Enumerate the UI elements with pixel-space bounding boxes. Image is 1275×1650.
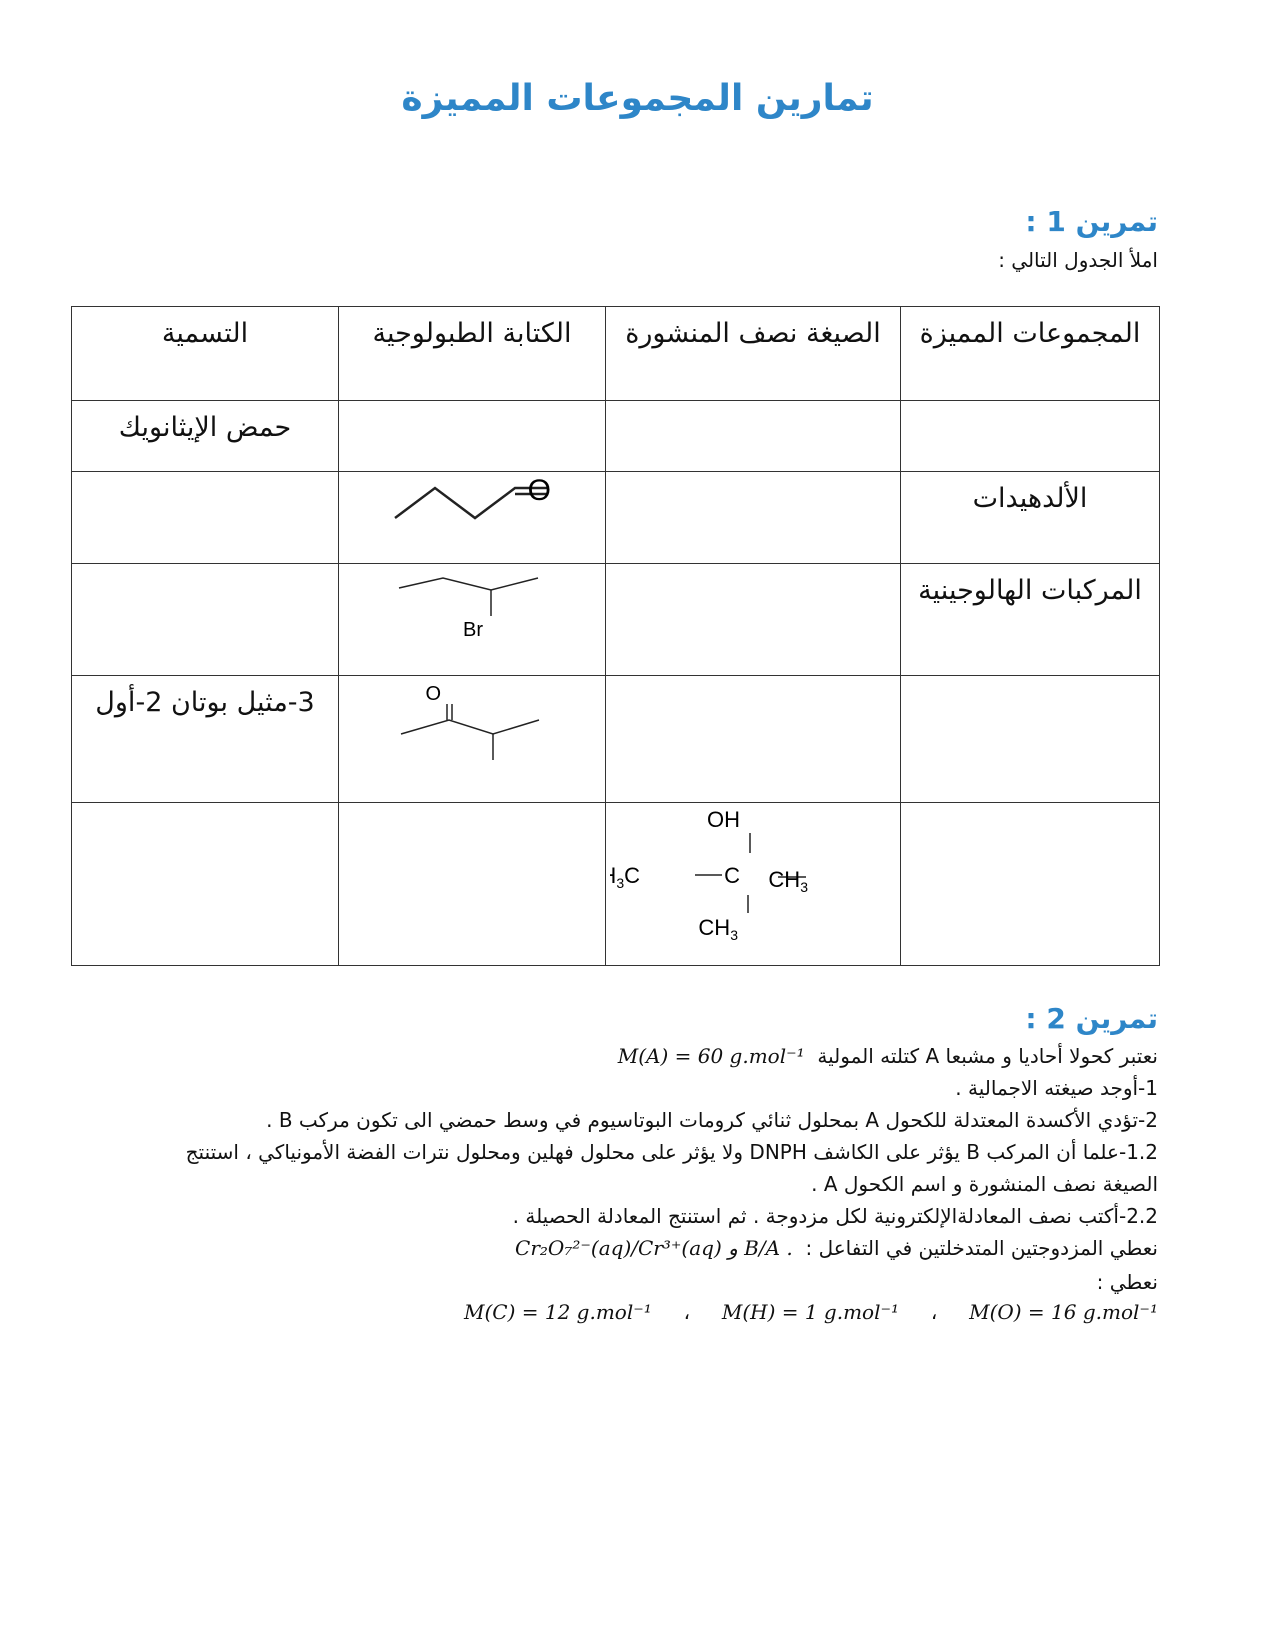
carbon-atom: C <box>724 863 740 888</box>
header-name: التسمية <box>71 306 339 401</box>
cell-topology: Br <box>338 563 606 676</box>
cell-group[interactable] <box>900 400 1160 472</box>
exercise-2-line-1: نعتبر كحولا أحاديا و مشبعا A كتلته المول… <box>618 1044 1158 1068</box>
cell-name: 3-مثيل بوتان 2-أول <box>71 675 339 803</box>
question-2-1-cont: الصيغة نصف المنشورة و اسم الكحول A . <box>811 1172 1158 1196</box>
header-topology: الكتابة الطبولوجية <box>338 306 606 401</box>
cell-topology[interactable] <box>338 802 606 966</box>
molar-mass-a: M(A) = 60 g.mol⁻¹ <box>617 1044 805 1068</box>
cell-formula: OH H3C C CH3 CH3 <box>600 802 901 966</box>
ch3-group-bottom: CH3 <box>698 915 738 943</box>
cell-group[interactable] <box>900 675 1160 803</box>
header-group: المجموعات المميزة <box>900 306 1160 401</box>
cell-name[interactable] <box>71 471 339 564</box>
bromine-atom: Br <box>463 619 483 641</box>
page-title: تمارين المجموعات المميزة <box>401 78 874 119</box>
exercise-1-instruction: املأ الجدول التالي : <box>998 248 1158 272</box>
methylbutanone-structure: O <box>400 683 540 760</box>
exercise-1-heading: تمرين 1 : <box>1025 205 1158 238</box>
cell-group: المركبات الهالوجينية <box>900 563 1160 676</box>
header-formula: الصيغة نصف المنشورة <box>605 306 901 401</box>
oxygen-atom: O <box>528 474 551 507</box>
cell-formula[interactable] <box>605 675 901 803</box>
cell-formula[interactable] <box>605 471 901 564</box>
butanal-structure: O <box>394 474 551 520</box>
question-2-2: 2.2-أكتب نصف المعادلةالإلكترونية لكل مزد… <box>512 1204 1158 1228</box>
cell-topology[interactable] <box>338 400 606 472</box>
cell-group: الألدهيدات <box>900 471 1160 564</box>
ch3-group-right: CH3 <box>768 867 808 895</box>
cell-name: حمض الإيثانويك <box>71 400 339 472</box>
bromobutane-structure: Br <box>398 577 539 641</box>
oh-group: OH <box>707 807 740 832</box>
exercise-1-table: المجموعات المميزة الصيغة نصف المنشورة ال… <box>71 306 1160 966</box>
molar-masses: M(C) = 12 g.mol⁻¹ ، M(H) = 1 g.mol⁻¹ ، M… <box>464 1300 1158 1324</box>
cell-formula[interactable] <box>605 400 901 472</box>
cell-topology: O <box>338 675 606 803</box>
couples-line: نعطي المزدوجتين المتدخلتين في التفاعل : … <box>515 1236 1158 1260</box>
exercise-2-heading: تمرين 2 : <box>1025 1002 1158 1035</box>
mass-o: M(O) = 16 g.mol⁻¹ <box>969 1300 1158 1324</box>
cell-group[interactable] <box>900 802 1160 966</box>
text: نعطي المزدوجتين المتدخلتين في التفاعل : <box>805 1236 1158 1260</box>
text: نعتبر كحولا أحاديا و مشبعا A كتلته المول… <box>817 1044 1158 1068</box>
tert-butanol-structure: OH H3C C CH3 CH3 <box>600 807 808 943</box>
oxygen-atom: O <box>425 683 441 705</box>
redox-couples: Cr₂O₇²⁻(aq)/Cr³⁺(aq) و B/A . <box>515 1236 793 1260</box>
cell-name[interactable] <box>71 563 339 676</box>
question-2: 2-تؤدي الأكسدة المعتدلة للكحول A بمحلول … <box>266 1108 1158 1132</box>
question-1: 1-أوجد صيغته الاجمالية . <box>955 1076 1158 1100</box>
mass-h: M(H) = 1 g.mol⁻¹ <box>721 1300 900 1324</box>
question-2-1: 1.2-علما أن المركب B يؤثر على الكاشف DNP… <box>185 1140 1158 1164</box>
mass-c: M(C) = 12 g.mol⁻¹ <box>464 1300 652 1324</box>
cell-name[interactable] <box>71 802 339 966</box>
cell-formula[interactable] <box>605 563 901 676</box>
cell-topology: O <box>338 471 606 564</box>
h3c-group: H3C <box>610 863 640 891</box>
given-label: نعطي : <box>1096 1270 1158 1294</box>
